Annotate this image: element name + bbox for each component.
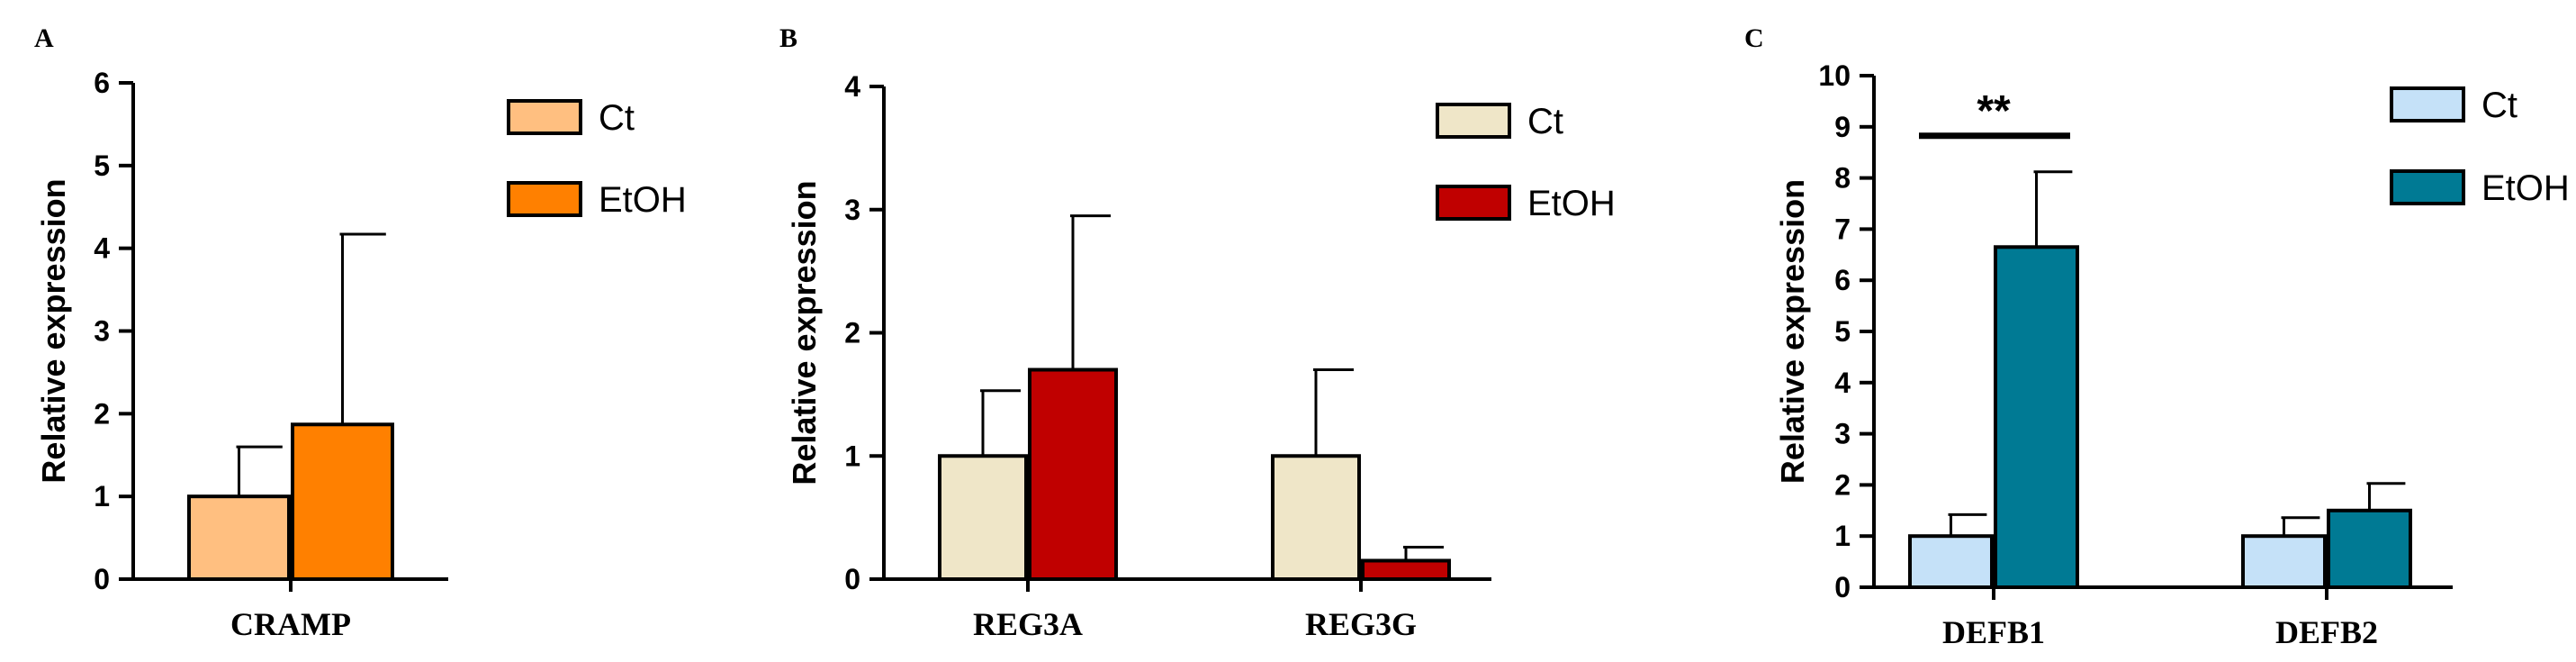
y-tick-label: 0 bbox=[1834, 571, 1851, 603]
y-tick-label: 7 bbox=[1834, 213, 1851, 245]
panel-letter: A bbox=[34, 23, 54, 53]
x-tick-label: CRAMP bbox=[230, 606, 351, 642]
legend-label-ct: Ct bbox=[2481, 86, 2517, 125]
y-axis-title: Relative expression bbox=[786, 180, 823, 485]
x-tick-label: DEFB1 bbox=[1942, 614, 2045, 650]
legend-label-ct: Ct bbox=[599, 98, 635, 138]
legend-label-ct: Ct bbox=[1527, 102, 1563, 141]
legend-swatch-etoh bbox=[1436, 185, 1511, 221]
bar-ct-reg3a bbox=[938, 454, 1028, 581]
legend-label-etoh: EtOH bbox=[1527, 184, 1616, 223]
bar-etoh-defb2 bbox=[2327, 508, 2412, 589]
bar-etoh-cramp bbox=[291, 422, 394, 581]
y-tick-label: 3 bbox=[1834, 418, 1851, 450]
y-tick-label: 1 bbox=[1834, 520, 1851, 552]
y-tick-label: 5 bbox=[1834, 315, 1851, 348]
legend-swatch-etoh bbox=[2390, 169, 2465, 205]
bar-ct-defb1 bbox=[1908, 534, 1994, 590]
y-tick-label: 1 bbox=[94, 480, 110, 512]
y-tick-label: 0 bbox=[844, 563, 860, 595]
bar-etoh-defb1 bbox=[1994, 245, 2079, 589]
y-tick-label: 10 bbox=[1818, 59, 1851, 92]
y-tick-label: 9 bbox=[1834, 111, 1851, 143]
y-tick-label: 4 bbox=[1834, 367, 1851, 399]
legend-label-etoh: EtOH bbox=[599, 180, 687, 220]
chart-panel-b: B Relative expression 0 1 2 3 4 REG3A REG3G Ct EtO… bbox=[779, 23, 1616, 642]
bar-etoh-reg3g bbox=[1361, 558, 1451, 581]
y-tick-label: 4 bbox=[94, 232, 110, 265]
y-axis-title: Relative expression bbox=[35, 178, 72, 483]
legend-swatch-etoh bbox=[507, 181, 582, 217]
bar-etoh-reg3a bbox=[1028, 367, 1118, 581]
legend-swatch-ct bbox=[1436, 103, 1511, 139]
bar-ct-cramp bbox=[187, 494, 291, 582]
x-tick-label: REG3G bbox=[1305, 606, 1417, 642]
y-tick-label: 2 bbox=[1834, 468, 1851, 501]
y-tick-label: 3 bbox=[844, 194, 860, 226]
y-tick-label: 2 bbox=[94, 397, 110, 430]
y-tick-label: 3 bbox=[94, 315, 110, 348]
legend-swatch-ct bbox=[507, 99, 582, 135]
legend-label-etoh: EtOH bbox=[2481, 168, 2570, 208]
panel-letter: B bbox=[779, 23, 797, 53]
panel-letter: C bbox=[1744, 23, 1764, 53]
y-tick-label: 6 bbox=[1834, 264, 1851, 296]
y-axis-title: Relative expression bbox=[1774, 179, 1811, 484]
y-tick-label: 8 bbox=[1834, 162, 1851, 195]
y-tick-label: 4 bbox=[844, 70, 860, 103]
x-tick-label: DEFB2 bbox=[2275, 614, 2378, 650]
x-tick-label: REG3A bbox=[973, 606, 1083, 642]
y-tick-label: 2 bbox=[844, 317, 860, 349]
y-tick-label: 5 bbox=[94, 150, 110, 182]
y-tick-label: 0 bbox=[94, 563, 110, 595]
chart-panel-a: A Relative expression 0 1 2 3 4 5 6 CRAMP Ct EtOH bbox=[34, 23, 687, 642]
bar-ct-defb2 bbox=[2241, 534, 2327, 590]
y-tick-label: 6 bbox=[94, 67, 110, 99]
y-tick-label: 1 bbox=[844, 440, 860, 472]
legend-swatch-ct bbox=[2390, 86, 2465, 122]
chart-panel-c: C Relative expression 0 1 2 3 4 5 6 7 8 9 10 DEFB1 ** D… bbox=[1744, 23, 2570, 650]
significance-label: ** bbox=[1977, 87, 2011, 135]
bar-ct-reg3g bbox=[1271, 454, 1361, 581]
